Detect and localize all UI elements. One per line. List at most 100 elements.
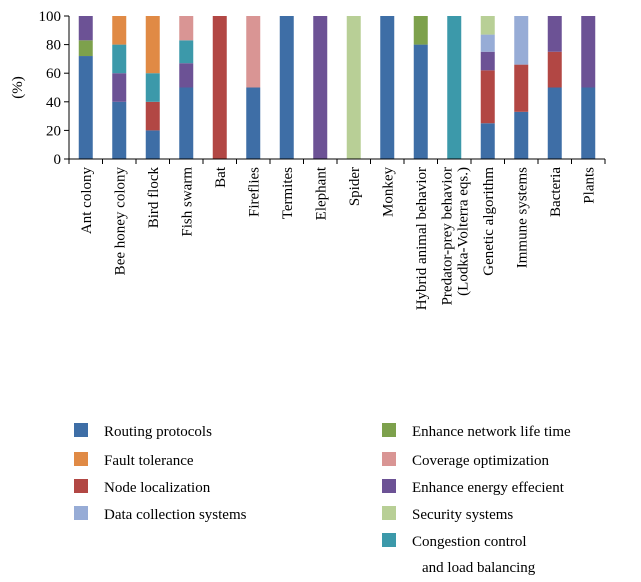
bar-segment-congestion-control-and-load-balancing <box>112 44 127 74</box>
x-category-label: Immune systems <box>514 167 530 268</box>
bar-segment-data-collection-systems <box>480 34 495 52</box>
bar-segment-fault-tolerance <box>145 16 160 74</box>
legend-label: Node localization <box>104 480 211 496</box>
x-category-label: Bat <box>213 166 229 188</box>
bar-segment-routing-protocols <box>78 56 93 159</box>
x-category-label: Predator-prey behavior <box>439 167 455 305</box>
y-tick-label: 100 <box>39 9 62 25</box>
bar-group-immune-systems <box>514 16 529 159</box>
y-tick-label: 0 <box>54 152 62 168</box>
bar-segment-enhance-network-life-time <box>413 16 428 45</box>
x-category-label: (Lodka-Volterra eqs.) <box>455 167 471 296</box>
legend-label: Data collection systems <box>104 507 247 523</box>
legend-swatch <box>382 423 396 437</box>
axes-layer: 0 20 40 60 80 100 (%) <box>10 9 606 168</box>
bar-segment-node-localization <box>514 64 529 112</box>
bar-group-genetic-algorithm <box>480 16 495 159</box>
legend-label: Coverage optimization <box>412 453 550 469</box>
legend-item-routing-protocols: Routing protocols <box>74 423 212 440</box>
x-category-label: Bee honey colony <box>112 167 128 276</box>
bar-segment-node-localization <box>212 16 227 159</box>
y-tick-label: 20 <box>46 123 61 139</box>
legend-item-data-collection-systems: Data collection systems <box>74 506 247 523</box>
legend-item-security-systems: Security systems <box>382 506 513 523</box>
bar-segment-routing-protocols <box>514 111 529 159</box>
bar-group-plants <box>581 16 596 159</box>
legend-swatch <box>382 452 396 466</box>
y-tick-label: 40 <box>46 95 61 111</box>
bar-group-bird-flock <box>145 16 160 159</box>
bar-segment-node-localization <box>547 51 562 88</box>
legend-item-congestion-control-and-load-balancing: Congestion control and load balancing <box>382 533 536 576</box>
legend-item-enhance-network-life-time: Enhance network life time <box>382 423 571 440</box>
legend-swatch <box>74 423 88 437</box>
bar-group-ant-colony <box>78 16 93 159</box>
legend-item-node-localization: Node localization <box>74 479 211 496</box>
legend-label: Congestion control <box>412 534 527 550</box>
labels-layer: Ant colony Bee honey colony Bird flock Fish… <box>79 166 598 310</box>
y-tick-label: 60 <box>46 66 61 82</box>
legend-label: Fault tolerance <box>104 453 194 469</box>
bar-group-termites <box>279 16 294 159</box>
x-category-label: Bacteria <box>548 167 564 217</box>
bar-segment-coverage-optimization <box>246 16 261 88</box>
bar-segment-enhance-energy-effecient <box>547 16 562 52</box>
legend-item-fault-tolerance: Fault tolerance <box>74 452 194 469</box>
x-category-label: Fish swarm <box>179 167 195 237</box>
bar-segment-data-collection-systems <box>514 16 529 65</box>
legend: Routing protocols Fault tolerance Node loc… <box>74 423 571 576</box>
bar-segment-congestion-control-and-load-balancing <box>179 40 194 64</box>
bar-segment-routing-protocols <box>581 87 596 159</box>
y-tick-label: 80 <box>46 38 61 54</box>
bar-segment-security-systems <box>480 16 495 35</box>
bar-segment-routing-protocols <box>279 16 294 159</box>
legend-swatch <box>74 452 88 466</box>
x-category-label: Spider <box>347 167 363 206</box>
bar-group-bee-honey-colony <box>112 16 127 159</box>
x-category-label: Fireflies <box>246 167 262 217</box>
legend-item-enhance-energy-effecient: Enhance energy effecient <box>382 479 565 496</box>
bar-group-fireflies <box>246 16 261 159</box>
legend-label: Routing protocols <box>104 424 212 440</box>
bar-segment-enhance-energy-effecient <box>581 16 596 88</box>
bar-group-fish-swarm <box>179 16 194 159</box>
bar-segment-routing-protocols <box>179 87 194 159</box>
bars-layer <box>78 16 596 159</box>
bar-segment-security-systems <box>346 16 361 159</box>
legend-swatch <box>74 506 88 520</box>
bar-segment-routing-protocols <box>413 44 428 159</box>
bar-group-hybrid-animal-behavior <box>413 16 428 159</box>
bar-segment-enhance-energy-effecient <box>179 63 194 88</box>
x-category-label: Hybrid animal behavior <box>414 167 430 310</box>
legend-swatch <box>382 533 396 547</box>
bar-group-bat <box>212 16 227 159</box>
legend-swatch <box>382 479 396 493</box>
x-category-label: Monkey <box>380 167 396 217</box>
bar-segment-routing-protocols <box>480 123 495 159</box>
bar-segment-congestion-control-and-load-balancing <box>447 16 462 159</box>
bar-group-elephant <box>313 16 328 159</box>
bar-segment-node-localization <box>145 101 160 131</box>
legend-swatch <box>382 506 396 520</box>
bar-group-bacteria <box>547 16 562 159</box>
bar-segment-routing-protocols <box>145 130 160 159</box>
bar-segment-routing-protocols <box>246 87 261 159</box>
bar-segment-enhance-network-life-time <box>78 40 93 57</box>
bar-segment-node-localization <box>480 70 495 124</box>
bar-segment-enhance-energy-effecient <box>78 16 93 41</box>
bar-segment-fault-tolerance <box>112 16 127 45</box>
x-category-label: Genetic algorithm <box>481 167 497 276</box>
legend-label: Security systems <box>412 507 513 523</box>
y-axis-title: (%) <box>10 76 26 99</box>
x-category-label: Elephant <box>313 166 329 220</box>
legend-label: Enhance energy effecient <box>412 480 565 496</box>
bar-group-predator-prey-behavior-lodka-volterra-eqs <box>447 16 462 159</box>
bar-segment-routing-protocols <box>112 101 127 159</box>
bar-segment-congestion-control-and-load-balancing <box>145 73 160 102</box>
legend-item-coverage-optimization: Coverage optimization <box>382 452 550 469</box>
x-category-label: Ant colony <box>79 167 95 235</box>
bar-group-monkey <box>380 16 395 159</box>
legend-label: and load balancing <box>422 560 536 576</box>
